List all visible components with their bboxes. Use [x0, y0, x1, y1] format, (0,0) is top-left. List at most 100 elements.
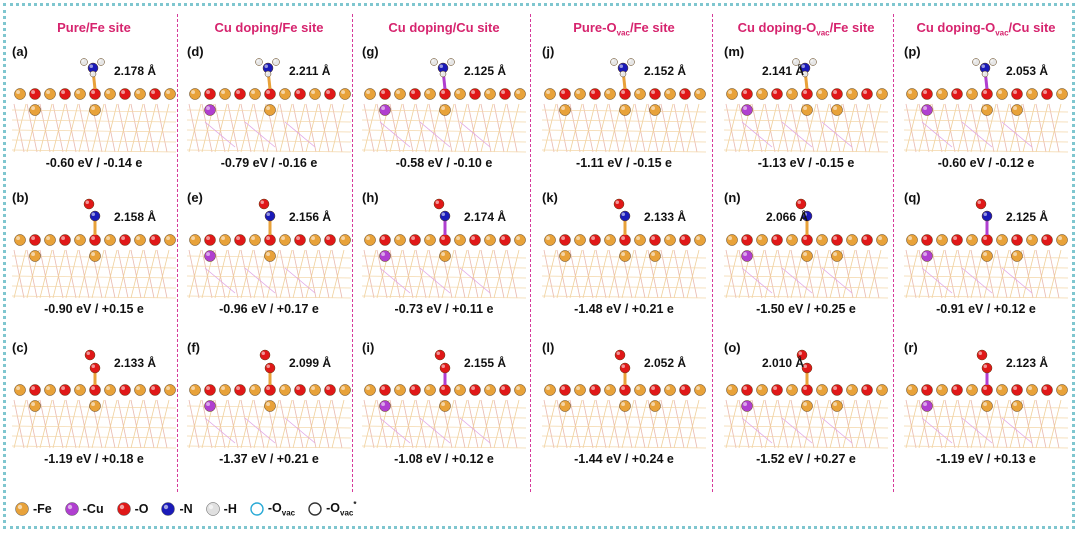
structure-panel: (b) 2.158 Å -0.90 eV / +0.15 e [10, 188, 178, 336]
iron-atom [424, 234, 436, 246]
structure-panel: (k) 2.133 Å -1.48 eV / +0.21 e [540, 188, 708, 336]
copper-atom [379, 400, 391, 412]
legend-label: -O [134, 502, 149, 516]
column-title: Pure-Ovac/Fe site [573, 20, 675, 38]
iron-atom [634, 234, 646, 246]
iron-atom [1056, 384, 1068, 396]
iron-atom [74, 88, 86, 100]
oxygen-atom [84, 349, 96, 361]
oxygen-atom [1011, 88, 1023, 100]
iron-atom [846, 234, 858, 246]
adsorption-energy: -0.58 eV / -0.10 e [395, 156, 493, 170]
structure-model [11, 349, 177, 449]
oxygen-atom [59, 234, 71, 246]
adsorption-energy: -1.08 eV / +0.12 e [394, 452, 494, 466]
legend-item: -Ovac [249, 501, 295, 517]
oxygen-atom [589, 234, 601, 246]
iron-atom [544, 234, 556, 246]
oxygen-atom [379, 234, 391, 246]
oxygen-atom [324, 234, 336, 246]
structure-model [541, 198, 707, 299]
structure-panel: (j) 2.152 Å -1.11 eV / -0.15 e [540, 42, 708, 190]
oxygen-atom [119, 88, 131, 100]
iron-atom [756, 88, 768, 100]
hydrogen-atom [989, 58, 997, 66]
bond-distance: 2.141 Å [762, 64, 805, 78]
iron-atom [906, 234, 918, 246]
iron-atom [164, 384, 176, 396]
oxygen-atom [649, 234, 661, 246]
iron-atom [996, 234, 1008, 246]
column-divider [712, 14, 713, 492]
oxygen-atom [379, 384, 391, 396]
atom-ball-icon [116, 502, 131, 516]
iron-atom [364, 88, 376, 100]
oxygen-atom [499, 384, 511, 396]
iron-atom [264, 400, 276, 412]
adsorption-energy: -1.19 eV / +0.18 e [44, 452, 144, 466]
vacancy-ring-icon [308, 502, 322, 516]
legend: -Fe -Cu -O -N -H -Ovac -Ovac* [14, 498, 357, 520]
iron-atom [966, 88, 978, 100]
structure-panel: (i) 2.155 Å -1.08 eV / +0.12 e [360, 338, 528, 486]
adsorption-energy: -1.37 eV / +0.21 e [219, 452, 319, 466]
oxygen-atom [981, 234, 993, 246]
oxygen-atom [29, 234, 41, 246]
oxygen-atom [439, 362, 451, 374]
iron-atom [816, 88, 828, 100]
iron-atom [816, 234, 828, 246]
iron-atom [309, 384, 321, 396]
panel-label: (l) [542, 340, 555, 355]
figure-frame [3, 3, 1075, 529]
lattice-bulk [186, 399, 352, 449]
iron-atom [164, 234, 176, 246]
column-divider [177, 14, 178, 492]
oxygen-atom [679, 384, 691, 396]
oxygen-atom [649, 88, 661, 100]
bond-distance: 2.099 Å [289, 356, 332, 370]
legend-item: -Fe [14, 501, 52, 517]
panel-label: (r) [904, 340, 918, 355]
panel-label: (a) [12, 44, 28, 59]
oxygen-atom [324, 384, 336, 396]
oxygen-atom [679, 88, 691, 100]
iron-atom [264, 104, 276, 116]
panel-label: (g) [362, 44, 379, 59]
iron-atom [424, 88, 436, 100]
oxygen-atom [439, 88, 451, 100]
bond-distance: 2.052 Å [644, 356, 687, 370]
legend-label: -Fe [33, 502, 52, 516]
bond-distance: 2.155 Å [464, 356, 507, 370]
panel-label: (p) [904, 44, 921, 59]
legend-label: -H [223, 502, 237, 516]
copper-atom [741, 104, 753, 116]
iron-atom [574, 88, 586, 100]
iron-atom [219, 88, 231, 100]
panel-label: (f) [187, 340, 200, 355]
nitrogen-atom [264, 210, 276, 222]
iron-atom [1026, 384, 1038, 396]
oxygen-atom [559, 234, 571, 246]
iron-atom [134, 88, 146, 100]
iron-atom [134, 234, 146, 246]
iron-atom [74, 234, 86, 246]
oxygen-atom [469, 234, 481, 246]
oxygen-atom [771, 88, 783, 100]
legend-item: -N [160, 501, 193, 517]
adsorption-energy: -0.96 eV / +0.17 e [219, 302, 319, 316]
panel-label: (m) [724, 44, 745, 59]
bond-distance: 2.178 Å [114, 64, 157, 78]
iron-atom [29, 250, 41, 262]
iron-atom [424, 384, 436, 396]
oxygen-atom [619, 362, 631, 374]
copper-atom [204, 400, 216, 412]
lattice-bulk [361, 249, 527, 299]
iron-atom [619, 250, 631, 262]
oxygen-atom [981, 88, 993, 100]
lattice-bulk [11, 103, 177, 153]
oxygen-atom [861, 234, 873, 246]
iron-atom [394, 88, 406, 100]
adsorption-energy: -1.48 eV / +0.21 e [574, 302, 674, 316]
legend-item: -O [116, 501, 149, 517]
hydrogen-atom [430, 58, 438, 66]
